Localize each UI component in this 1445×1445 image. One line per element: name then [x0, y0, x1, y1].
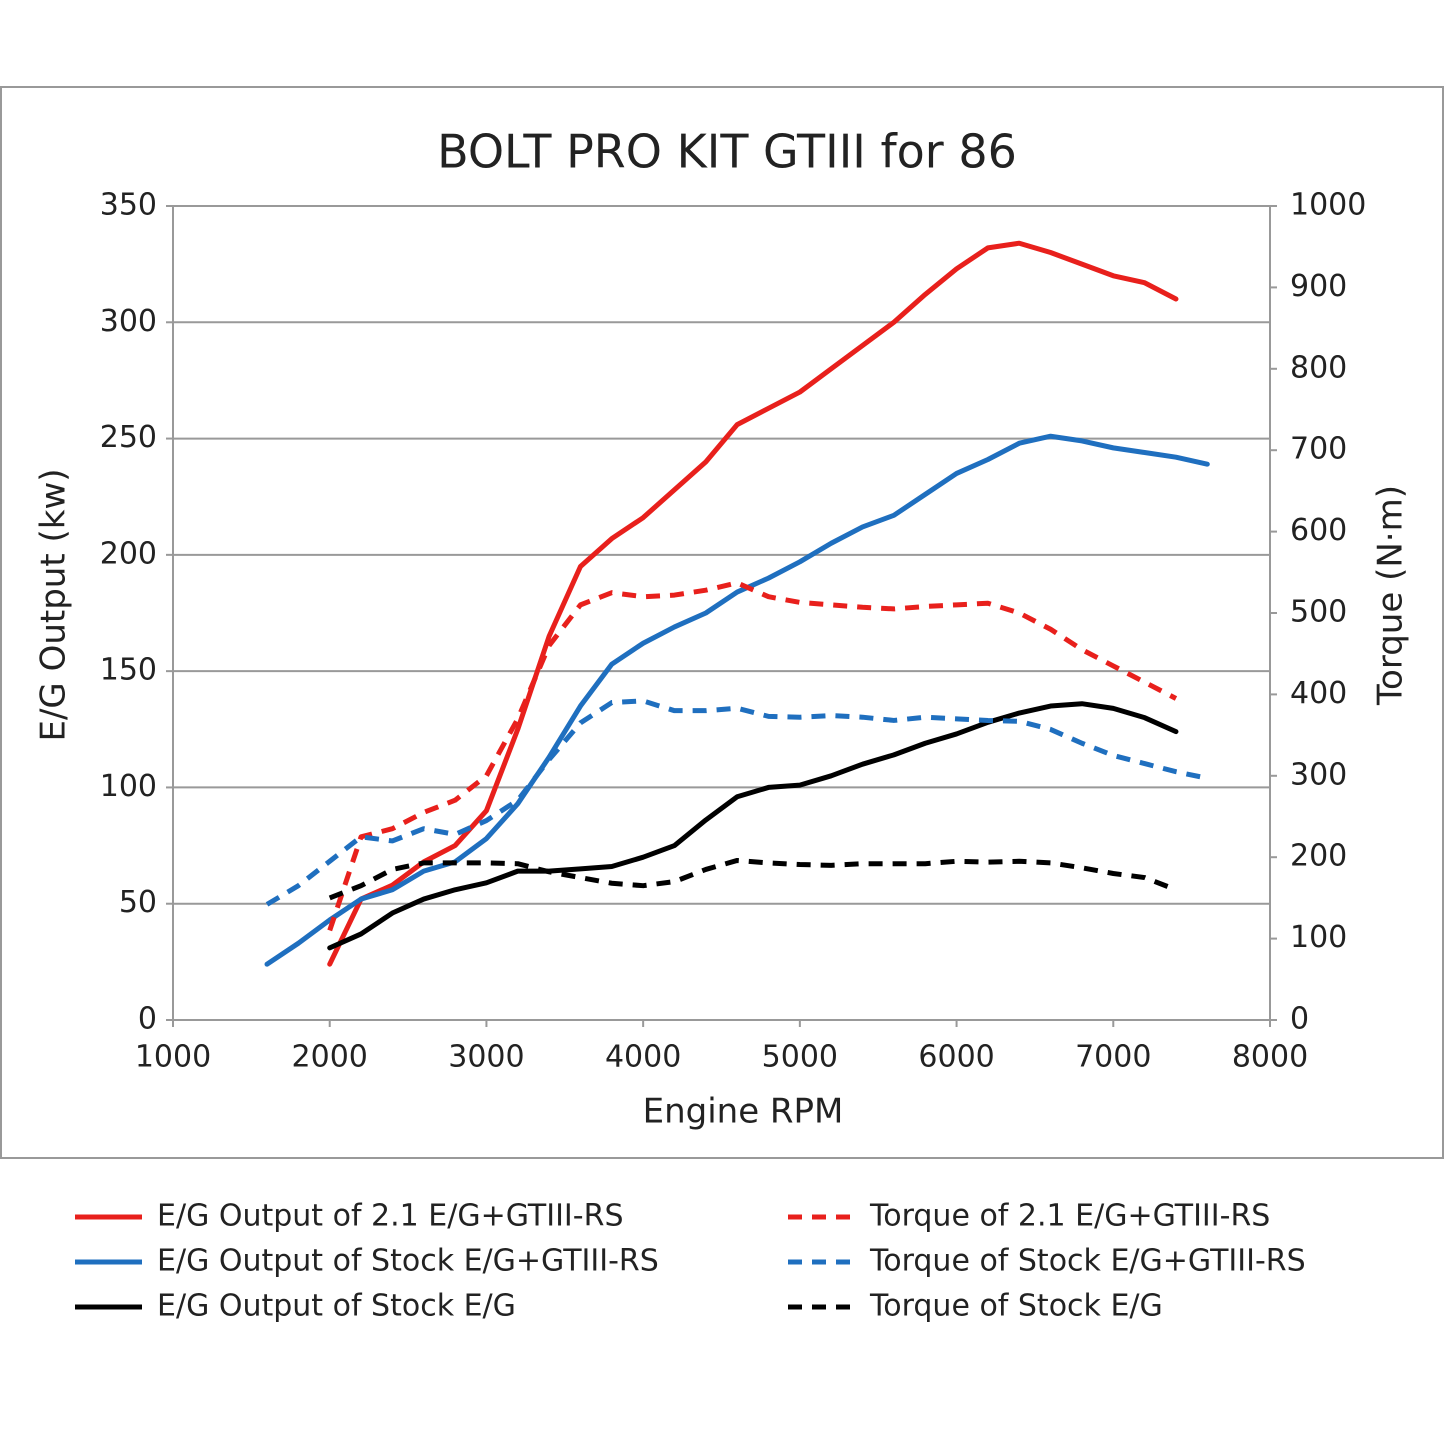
- series-line: [327, 240, 1179, 967]
- y2-tick-label: 400: [1290, 676, 1347, 711]
- y-tick-label: 0: [138, 1002, 157, 1037]
- x-tick-label: 1000: [135, 1040, 211, 1075]
- y2-tick-label: 100: [1290, 920, 1347, 955]
- y2-tick-label: 700: [1290, 432, 1347, 467]
- x-axis-label: Engine RPM: [643, 1092, 844, 1132]
- y-tick-label: 150: [100, 653, 157, 688]
- x-tick-label: 5000: [762, 1040, 838, 1075]
- legend-label: Torque of 2.1 E/G+GTIII-RS: [869, 1199, 1270, 1234]
- y-tick-label: 100: [100, 769, 157, 804]
- series-line: [264, 433, 1210, 967]
- legend-label: E/G Output of Stock E/G+GTIII-RS: [157, 1244, 659, 1279]
- series-line: [328, 857, 1177, 901]
- x-tick-label: 7000: [1075, 1040, 1151, 1075]
- legend-label: Torque of Stock E/G+GTIII-RS: [869, 1244, 1306, 1279]
- x-tick-label: 6000: [918, 1040, 994, 1075]
- x-tick-label: 2000: [292, 1040, 368, 1075]
- chart-frame: [0, 86, 1444, 1159]
- y2-tick-label: 300: [1290, 757, 1347, 792]
- y2-tick-label: 200: [1290, 839, 1347, 874]
- y-axis-label: E/G Output (kw): [34, 468, 74, 741]
- x-tick-label: 8000: [1232, 1040, 1308, 1075]
- y2-tick-label: 900: [1290, 269, 1347, 304]
- y-tick-label: 250: [100, 420, 157, 455]
- series-line: [327, 701, 1179, 951]
- y-tick-label: 300: [100, 304, 157, 339]
- legend-label: E/G Output of 2.1 E/G+GTIII-RS: [157, 1199, 624, 1234]
- legend-label: Torque of Stock E/G: [869, 1289, 1163, 1324]
- series-line: [327, 580, 1178, 932]
- y2-tick-label: 1000: [1290, 188, 1366, 223]
- series-line: [265, 698, 1208, 907]
- y-tick-label: 200: [100, 536, 157, 571]
- y-tick-label: 50: [119, 885, 157, 920]
- y-tick-label: 350: [100, 188, 157, 223]
- y2-axis-label: Torque (N·m): [1371, 485, 1411, 706]
- y2-tick-label: 600: [1290, 513, 1347, 548]
- chart-title: BOLT PRO KIT GTIII for 86: [437, 125, 1017, 179]
- x-tick-label: 4000: [605, 1040, 681, 1075]
- y2-tick-label: 0: [1290, 1002, 1309, 1037]
- y2-tick-label: 500: [1290, 595, 1347, 630]
- legend-label: E/G Output of Stock E/G: [157, 1289, 516, 1324]
- x-tick-label: 3000: [448, 1040, 524, 1075]
- y2-tick-label: 800: [1290, 350, 1347, 385]
